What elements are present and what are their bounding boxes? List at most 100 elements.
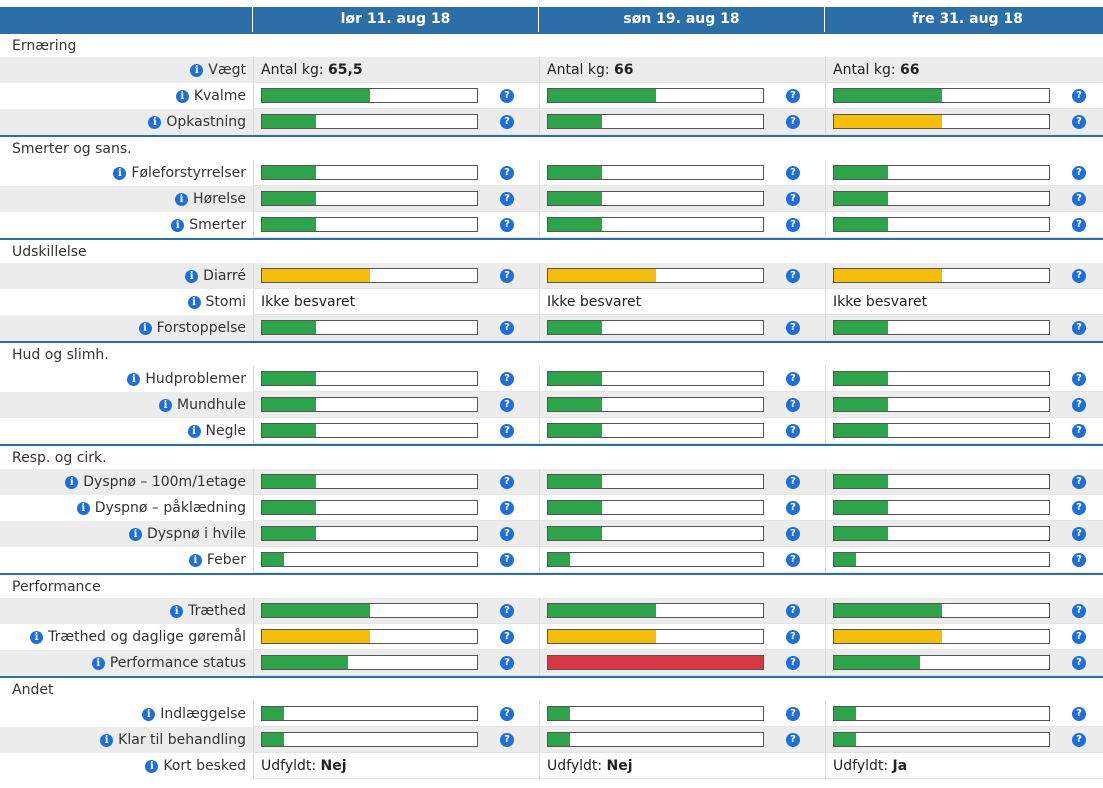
help-icon[interactable]: ? <box>786 218 800 232</box>
help-icon[interactable]: ? <box>500 707 514 721</box>
score-bar-fill <box>548 89 656 102</box>
info-icon[interactable]: i <box>185 270 199 283</box>
help-icon[interactable]: ? <box>786 656 800 670</box>
help-icon[interactable]: ? <box>1072 398 1086 412</box>
help-icon[interactable]: ? <box>1072 656 1086 670</box>
info-icon[interactable]: i <box>65 476 79 489</box>
help-icon[interactable]: ? <box>500 115 514 129</box>
help-icon[interactable]: ? <box>500 501 514 515</box>
help-icon[interactable]: ? <box>1072 321 1086 335</box>
info-icon[interactable]: i <box>171 219 185 232</box>
score-bar-fill <box>262 192 316 205</box>
help-icon[interactable]: ? <box>500 553 514 567</box>
section-header: Resp. og cirk. <box>0 444 1103 469</box>
help-icon[interactable]: ? <box>1072 192 1086 206</box>
row-label: i Hudproblemer <box>0 366 246 392</box>
value-cell: Udfyldt: Nej <box>253 753 539 779</box>
info-icon[interactable]: i <box>187 425 201 438</box>
help-icon[interactable]: ? <box>500 630 514 644</box>
info-icon[interactable]: i <box>142 708 156 721</box>
info-icon[interactable]: i <box>175 90 189 103</box>
help-icon[interactable]: ? <box>1072 553 1086 567</box>
help-icon[interactable]: ? <box>500 527 514 541</box>
value-cell: ? <box>539 315 825 341</box>
help-icon[interactable]: ? <box>500 321 514 335</box>
info-icon[interactable]: i <box>100 734 114 747</box>
help-icon[interactable]: ? <box>786 398 800 412</box>
score-bar-fill <box>834 630 942 643</box>
score-bar-fill <box>548 527 602 540</box>
table-row: i Dyspnø – påklædning??? <box>0 495 1103 521</box>
info-icon[interactable]: i <box>159 399 173 412</box>
score-bar-fill <box>548 269 656 282</box>
table-row: i Performance status??? <box>0 650 1103 676</box>
help-icon[interactable]: ? <box>1072 424 1086 438</box>
help-icon[interactable]: ? <box>786 89 800 103</box>
info-icon[interactable]: i <box>170 605 184 618</box>
help-icon[interactable]: ? <box>1072 501 1086 515</box>
help-icon[interactable]: ? <box>500 604 514 618</box>
score-bar-fill <box>834 115 942 128</box>
help-icon[interactable]: ? <box>500 192 514 206</box>
help-icon[interactable]: ? <box>500 475 514 489</box>
help-icon[interactable]: ? <box>500 424 514 438</box>
help-icon[interactable]: ? <box>1072 218 1086 232</box>
help-icon[interactable]: ? <box>1072 89 1086 103</box>
help-icon[interactable]: ? <box>786 475 800 489</box>
score-bar-fill <box>262 527 316 540</box>
help-icon[interactable]: ? <box>1072 115 1086 129</box>
help-icon[interactable]: ? <box>500 89 514 103</box>
help-icon[interactable]: ? <box>500 733 514 747</box>
help-icon[interactable]: ? <box>1072 372 1086 386</box>
info-icon[interactable]: i <box>190 64 204 77</box>
help-icon[interactable]: ? <box>500 398 514 412</box>
help-icon[interactable]: ? <box>1072 475 1086 489</box>
info-icon[interactable]: i <box>91 657 105 670</box>
info-icon[interactable]: i <box>30 631 44 644</box>
info-icon[interactable]: i <box>138 322 152 335</box>
info-icon[interactable]: i <box>188 554 202 567</box>
help-icon[interactable]: ? <box>500 372 514 386</box>
info-icon[interactable]: i <box>187 296 201 309</box>
row-label-text: Indlæggelse <box>160 706 246 722</box>
help-icon[interactable]: ? <box>1072 269 1086 283</box>
help-icon[interactable]: ? <box>500 269 514 283</box>
help-icon[interactable]: ? <box>786 424 800 438</box>
help-icon[interactable]: ? <box>1072 707 1086 721</box>
score-bar-fill <box>834 192 888 205</box>
help-icon[interactable]: ? <box>1072 527 1086 541</box>
help-icon[interactable]: ? <box>786 192 800 206</box>
info-icon[interactable]: i <box>113 167 127 180</box>
help-icon[interactable]: ? <box>1072 733 1086 747</box>
help-icon[interactable]: ? <box>786 501 800 515</box>
help-icon[interactable]: ? <box>786 166 800 180</box>
row-label-text: Træthed <box>188 603 246 619</box>
help-icon[interactable]: ? <box>500 166 514 180</box>
score-bar <box>833 706 1050 721</box>
help-icon[interactable]: ? <box>786 115 800 129</box>
row-label: i Klar til behandling <box>0 727 246 753</box>
info-icon[interactable]: i <box>145 760 159 773</box>
help-icon[interactable]: ? <box>786 527 800 541</box>
help-icon[interactable]: ? <box>786 553 800 567</box>
help-icon[interactable]: ? <box>1072 630 1086 644</box>
info-icon[interactable]: i <box>128 528 142 541</box>
help-icon[interactable]: ? <box>1072 604 1086 618</box>
info-icon[interactable]: i <box>127 373 141 386</box>
help-icon[interactable]: ? <box>786 269 800 283</box>
help-icon[interactable]: ? <box>786 604 800 618</box>
info-icon[interactable]: i <box>175 193 189 206</box>
help-icon[interactable]: ? <box>786 372 800 386</box>
help-icon[interactable]: ? <box>786 733 800 747</box>
help-icon[interactable]: ? <box>500 218 514 232</box>
help-icon[interactable]: ? <box>786 321 800 335</box>
value-bold: 66 <box>614 62 634 78</box>
help-icon[interactable]: ? <box>786 630 800 644</box>
help-icon[interactable]: ? <box>1072 166 1086 180</box>
info-icon[interactable]: i <box>76 502 90 515</box>
section-title: Andet <box>12 682 54 698</box>
help-icon[interactable]: ? <box>786 707 800 721</box>
value-text: Ikke besvaret <box>261 294 356 310</box>
info-icon[interactable]: i <box>148 116 162 129</box>
help-icon[interactable]: ? <box>500 656 514 670</box>
